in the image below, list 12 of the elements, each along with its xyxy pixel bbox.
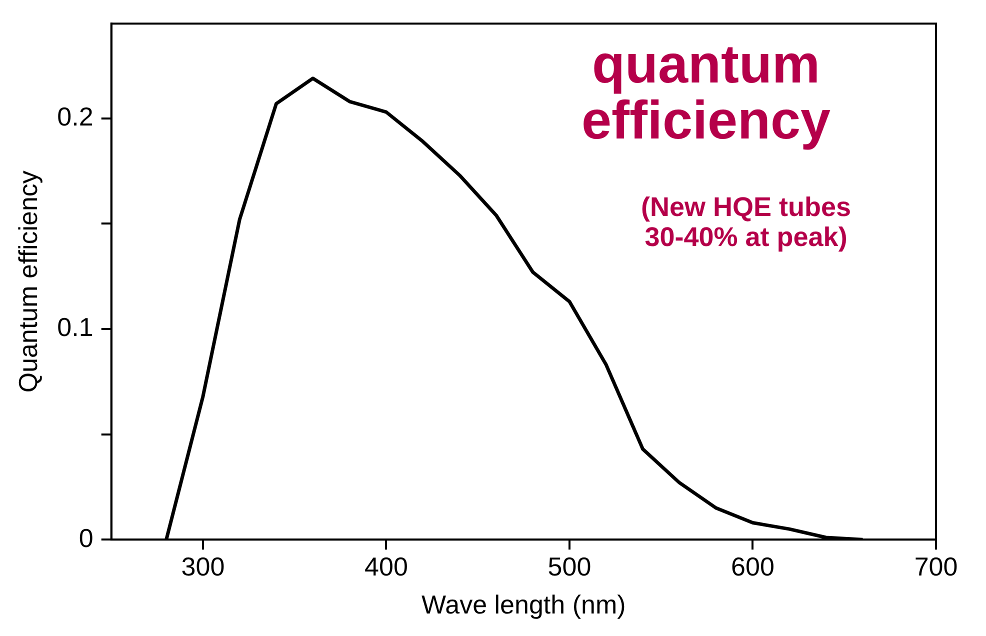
- x-tick-label: 600: [731, 551, 774, 582]
- annotation: (New HQE tubes 30-40% at peak): [640, 192, 852, 252]
- annotation: quantum efficiency: [581, 34, 831, 150]
- y-axis-title: Quantum efficiency: [12, 170, 43, 393]
- x-tick-label: 300: [181, 551, 225, 582]
- y-tick-label: 0: [78, 522, 94, 553]
- x-tick-label: 700: [914, 551, 958, 582]
- x-axis-title: Wave length (nm): [422, 590, 626, 620]
- y-tick-label: 0.2: [57, 102, 94, 132]
- y-tick-label: 0.1: [57, 312, 94, 342]
- x-tick-label: 500: [548, 551, 592, 582]
- x-tick-label: 400: [364, 551, 408, 582]
